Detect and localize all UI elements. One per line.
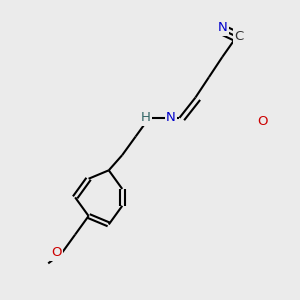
Text: C: C (235, 30, 244, 43)
Text: O: O (257, 115, 268, 128)
Text: N: N (166, 111, 176, 124)
Text: N: N (218, 21, 227, 34)
Text: O: O (51, 246, 62, 259)
Text: H: H (141, 111, 151, 124)
